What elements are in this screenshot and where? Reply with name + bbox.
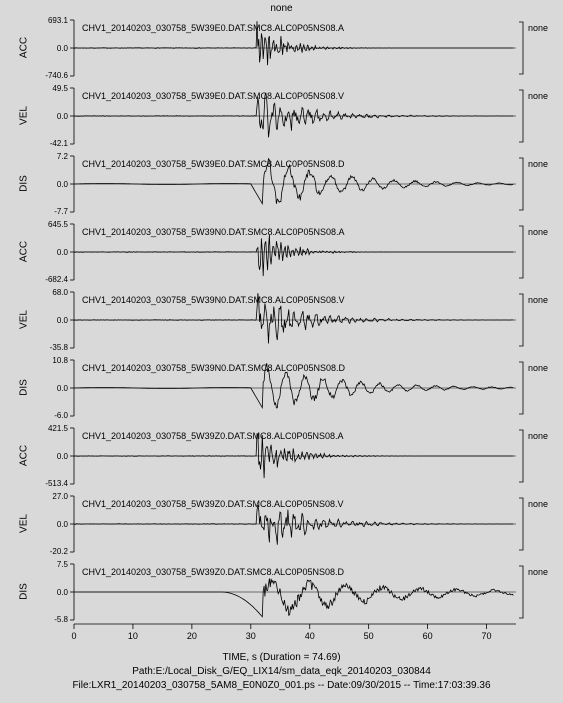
footer-line1: Path:E:/Local_Disk_G/EQ_LIX14/sm_data_eq… <box>0 666 563 677</box>
ytick: 0.0 <box>34 44 68 53</box>
right-unit-label: none <box>528 295 548 305</box>
ytick: 0.0 <box>34 384 68 393</box>
xtick: 20 <box>187 631 197 641</box>
trace-label: CHV1_20140203_030758_5W39E0.DAT.SMC8.ALC… <box>82 91 344 101</box>
ytick: 7.5 <box>34 560 68 569</box>
ytick: 10.8 <box>34 356 68 365</box>
trace-label: CHV1_20140203_030758_5W39Z0.DAT.SMC8.ALC… <box>82 431 344 441</box>
ytick: -20.2 <box>34 547 68 556</box>
xtick: 40 <box>305 631 315 641</box>
ytick: 693.1 <box>34 16 68 25</box>
ytick: 421.5 <box>34 424 68 433</box>
ytick: -6.0 <box>34 411 68 420</box>
xtick: 10 <box>128 631 138 641</box>
axis-label-vel: VEL <box>19 300 30 340</box>
axis-label-acc: ACC <box>19 436 30 476</box>
axis-label-dis: DIS <box>19 572 30 612</box>
ytick: -35.8 <box>34 343 68 352</box>
ytick: -42.1 <box>34 139 68 148</box>
ytick: 0.0 <box>34 248 68 257</box>
xtick: 60 <box>423 631 433 641</box>
ytick: -682.4 <box>34 275 68 284</box>
trace-label: CHV1_20140203_030758_5W39E0.DAT.SMC8.ALC… <box>82 159 345 169</box>
right-unit-label: none <box>528 499 548 509</box>
trace-label: CHV1_20140203_030758_5W39E0.DAT.SMC8.ALC… <box>82 23 344 33</box>
ytick: 0.0 <box>34 180 68 189</box>
xtick: 30 <box>246 631 256 641</box>
axis-label-dis: DIS <box>19 368 30 408</box>
ytick: 0.0 <box>34 588 68 597</box>
xaxis-label: TIME, s (Duration = 74.69) <box>0 652 563 663</box>
ytick: -7.7 <box>34 207 68 216</box>
right-unit-label: none <box>528 23 548 33</box>
trace-label: CHV1_20140203_030758_5W39N0.DAT.SMC8.ALC… <box>82 227 345 237</box>
ytick: 0.0 <box>34 452 68 461</box>
footer-line2: File:LXR1_20140203_030758_5AM8_E0N0Z0_00… <box>0 680 563 691</box>
trace-label: CHV1_20140203_030758_5W39N0.DAT.SMC8.ALC… <box>82 363 345 373</box>
ytick: 68.0 <box>34 288 68 297</box>
right-unit-label: none <box>528 159 548 169</box>
xtick: 0 <box>71 631 76 641</box>
right-unit-label: none <box>528 363 548 373</box>
ytick: 0.0 <box>34 112 68 121</box>
xtick: 50 <box>364 631 374 641</box>
ytick: -740.6 <box>34 71 68 80</box>
axis-label-vel: VEL <box>19 96 30 136</box>
xtick: 70 <box>482 631 492 641</box>
trace-label: CHV1_20140203_030758_5W39N0.DAT.SMC8.ALC… <box>82 295 345 305</box>
axis-label-vel: VEL <box>19 504 30 544</box>
axis-label-acc: ACC <box>19 28 30 68</box>
plot-title: none <box>0 3 563 14</box>
ytick: 49.5 <box>34 84 68 93</box>
trace-label: CHV1_20140203_030758_5W39Z0.DAT.SMC8.ALC… <box>82 499 344 509</box>
ytick: 27.0 <box>34 492 68 501</box>
right-unit-label: none <box>528 431 548 441</box>
axis-label-acc: ACC <box>19 232 30 272</box>
ytick: 0.0 <box>34 520 68 529</box>
ytick: -513.4 <box>34 479 68 488</box>
right-unit-label: none <box>528 91 548 101</box>
right-unit-label: none <box>528 567 548 577</box>
right-unit-label: none <box>528 227 548 237</box>
ytick: 7.2 <box>34 152 68 161</box>
trace-label: CHV1_20140203_030758_5W39Z0.DAT.SMC8.ALC… <box>82 567 344 577</box>
ytick: 0.0 <box>34 316 68 325</box>
ytick: -5.8 <box>34 615 68 624</box>
ytick: 645.5 <box>34 220 68 229</box>
axis-label-dis: DIS <box>19 164 30 204</box>
